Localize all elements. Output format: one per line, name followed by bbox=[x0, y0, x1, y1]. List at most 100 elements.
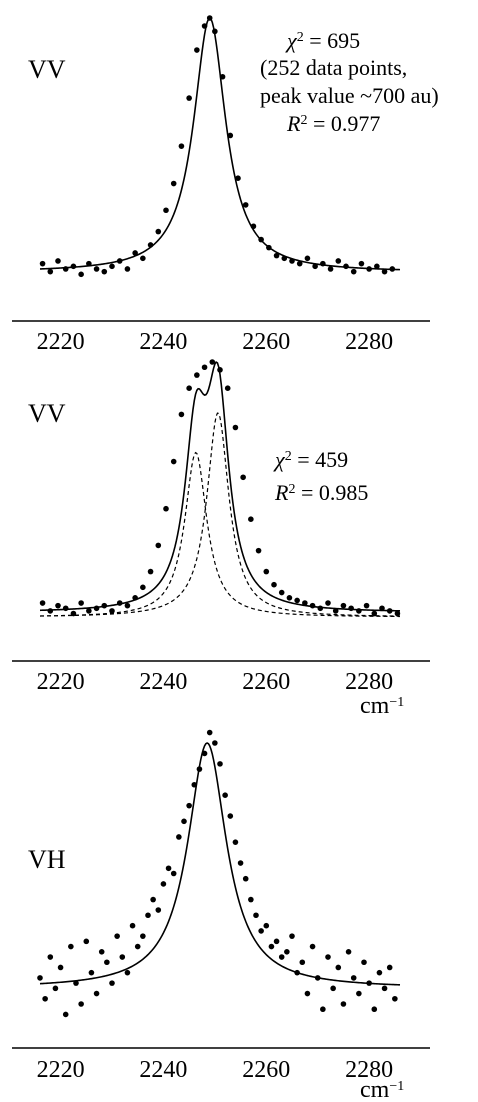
data-point bbox=[330, 985, 336, 992]
x-tick-label: 2220 bbox=[37, 669, 85, 695]
data-point bbox=[266, 244, 272, 251]
data-point bbox=[304, 990, 311, 997]
data-point bbox=[170, 458, 177, 465]
data-point bbox=[361, 959, 367, 966]
data-point bbox=[217, 367, 223, 373]
data-point bbox=[386, 964, 393, 971]
data-point bbox=[242, 202, 249, 208]
data-point bbox=[325, 600, 331, 606]
data-point bbox=[163, 505, 169, 512]
data-point bbox=[52, 985, 59, 992]
x-tick-label: 2260 bbox=[242, 329, 290, 355]
chi-square-annotation: χ2 = 459 bbox=[273, 447, 348, 472]
data-point bbox=[47, 608, 54, 614]
data-point bbox=[88, 969, 95, 976]
data-point bbox=[394, 610, 401, 617]
data-point bbox=[273, 252, 280, 259]
data-point bbox=[206, 729, 213, 736]
x-tick-label: 2260 bbox=[242, 669, 290, 695]
data-point bbox=[98, 949, 105, 955]
data-point bbox=[201, 364, 208, 371]
data-point bbox=[358, 260, 365, 267]
data-point bbox=[116, 258, 123, 264]
panel-3: 2220 2240 2260 2280 VH cm−1 bbox=[12, 729, 430, 1102]
data-point bbox=[114, 933, 120, 939]
data-point bbox=[263, 568, 270, 575]
data-point bbox=[376, 969, 383, 976]
data-point bbox=[70, 610, 77, 617]
data-point bbox=[248, 896, 254, 903]
data-point bbox=[70, 263, 77, 270]
data-point bbox=[124, 969, 131, 976]
data-point bbox=[39, 600, 46, 606]
data-point bbox=[62, 605, 69, 612]
data-point bbox=[240, 474, 246, 481]
data-point bbox=[356, 990, 362, 997]
data-point bbox=[42, 995, 48, 1002]
data-point bbox=[255, 547, 262, 554]
data-point bbox=[86, 608, 92, 614]
data-point bbox=[124, 602, 131, 609]
data-points-note: (252 data points, bbox=[260, 55, 407, 80]
data-point bbox=[116, 600, 123, 606]
data-point bbox=[340, 602, 347, 609]
data-point bbox=[186, 802, 192, 809]
data-point bbox=[191, 781, 198, 788]
fit-curve bbox=[39, 742, 401, 986]
data-point bbox=[124, 266, 131, 272]
data-point bbox=[201, 23, 208, 29]
data-point bbox=[304, 255, 311, 262]
data-point bbox=[132, 595, 138, 601]
peak-value-note: peak value ~700 au) bbox=[260, 83, 439, 108]
data-point bbox=[371, 1006, 378, 1013]
panel-label: VH bbox=[28, 845, 66, 874]
data-point bbox=[219, 73, 226, 80]
data-point bbox=[62, 266, 69, 272]
data-point bbox=[309, 943, 316, 950]
data-point bbox=[389, 266, 396, 272]
data-point bbox=[271, 581, 277, 588]
x-tick-label: 2280 bbox=[345, 329, 393, 355]
data-point bbox=[194, 47, 200, 53]
data-point bbox=[302, 600, 308, 606]
data-point bbox=[196, 766, 203, 772]
x-tick-label: 2240 bbox=[139, 1057, 187, 1083]
data-point bbox=[78, 271, 84, 278]
data-point bbox=[227, 813, 234, 819]
data-point bbox=[317, 605, 324, 612]
data-point bbox=[222, 792, 228, 798]
data-point bbox=[176, 834, 182, 840]
data-point bbox=[194, 372, 200, 378]
data-point bbox=[170, 180, 177, 187]
data-point bbox=[186, 385, 192, 392]
data-point bbox=[340, 1001, 347, 1007]
data-point bbox=[232, 424, 239, 431]
data-point bbox=[296, 260, 303, 267]
data-point bbox=[57, 964, 64, 971]
data-point bbox=[237, 860, 244, 866]
data-point bbox=[47, 954, 54, 960]
x-tick-label: 2260 bbox=[242, 1057, 290, 1083]
panel-label: VV bbox=[28, 55, 66, 84]
data-point bbox=[320, 1006, 326, 1013]
data-point bbox=[62, 1011, 69, 1018]
data-point bbox=[47, 268, 54, 275]
data-point bbox=[212, 740, 218, 746]
data-point bbox=[73, 980, 79, 986]
data-point bbox=[325, 954, 331, 960]
data-point bbox=[263, 922, 270, 929]
x-tick-label: 2220 bbox=[37, 329, 85, 355]
data-point bbox=[170, 870, 177, 877]
data-point bbox=[258, 928, 264, 934]
data-point bbox=[39, 260, 46, 267]
data-point bbox=[379, 605, 385, 612]
data-point bbox=[366, 980, 372, 986]
data-point bbox=[273, 938, 280, 945]
x-axis-unit: cm−1 bbox=[360, 1077, 404, 1102]
r-squared-annotation: R2 = 0.985 bbox=[274, 480, 368, 505]
data-point bbox=[83, 938, 90, 945]
data-point bbox=[109, 980, 115, 986]
data-point bbox=[78, 600, 84, 606]
data-point bbox=[104, 959, 110, 966]
